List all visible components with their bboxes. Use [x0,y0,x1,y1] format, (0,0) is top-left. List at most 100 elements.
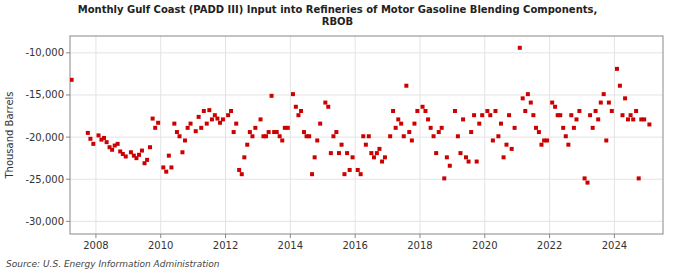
grid-line-x [290,36,291,234]
page: {"chart_data": {"type": "scatter", "titl… [0,0,675,275]
point [396,117,400,121]
point [453,109,457,113]
point [296,113,300,117]
point [647,122,651,126]
point [91,142,95,146]
grid-line-x [549,36,550,234]
point [412,122,416,126]
y-tick-label: -10,000 [25,47,64,58]
point [545,138,549,142]
point [526,92,530,96]
point [299,109,303,113]
point [86,131,90,135]
point [148,145,152,149]
point [189,122,193,126]
point [610,109,614,113]
point [585,181,589,185]
point [186,126,190,130]
point [331,134,335,138]
point [232,130,236,134]
y-tick [66,179,70,180]
point [140,149,144,153]
point [367,134,371,138]
point [116,142,120,146]
x-tick [549,234,550,238]
point [383,155,387,159]
point [240,172,244,176]
point [467,160,471,164]
point [315,138,319,142]
point [550,101,554,105]
point [275,130,279,134]
point [456,134,460,138]
point [410,138,414,142]
point [591,126,595,130]
point [377,147,381,151]
x-tick [225,234,226,238]
point [102,136,106,140]
point [523,109,527,113]
point [493,109,497,113]
x-tick-label: 2020 [472,240,497,251]
y-axis-label: Thousand Barrels [4,91,15,179]
grid-line-y [70,137,663,138]
point [242,155,246,159]
point [124,154,128,158]
point [631,117,635,121]
point [329,151,333,155]
point [518,46,522,50]
point [615,67,619,71]
point [604,138,608,142]
point [496,134,500,138]
y-tick [66,52,70,53]
point [440,126,444,130]
point [259,117,263,121]
point [326,105,330,109]
title-line: Monthly Gulf Coast (PADD III) Input into… [78,4,598,15]
point [380,160,384,164]
x-tick [355,234,356,238]
grid-line-y [70,52,663,53]
point [596,117,600,121]
point [364,143,368,147]
points [70,46,651,185]
point [475,160,479,164]
point [167,154,171,158]
point [534,126,538,130]
point [172,122,176,126]
source-note: Source: U.S. Energy Information Administ… [6,259,220,269]
y-tick-label: -25,000 [25,174,64,185]
plot-background [70,36,663,234]
point [434,151,438,155]
x-axis: 200820102012201420162018202020222024 [83,234,627,251]
point [175,130,179,134]
point [458,151,462,155]
point [607,101,611,105]
point [448,164,452,168]
point [164,170,168,174]
x-tick-label: 2018 [407,240,432,251]
point [583,176,587,180]
point [507,113,511,117]
point [464,155,468,159]
x-tick-label: 2016 [342,240,367,251]
point [248,130,252,134]
point [280,138,284,142]
point [404,84,408,88]
point [197,115,201,119]
point [480,113,484,117]
point [361,134,365,138]
point [472,113,476,117]
point [375,151,379,155]
point [294,105,298,109]
point [245,143,249,147]
point [110,148,114,152]
title-line: RBOB [322,16,353,27]
point [572,126,576,130]
point [637,176,641,180]
x-tick [484,234,485,238]
point [626,117,630,121]
point [445,155,449,159]
point [469,130,473,134]
point [442,176,446,180]
